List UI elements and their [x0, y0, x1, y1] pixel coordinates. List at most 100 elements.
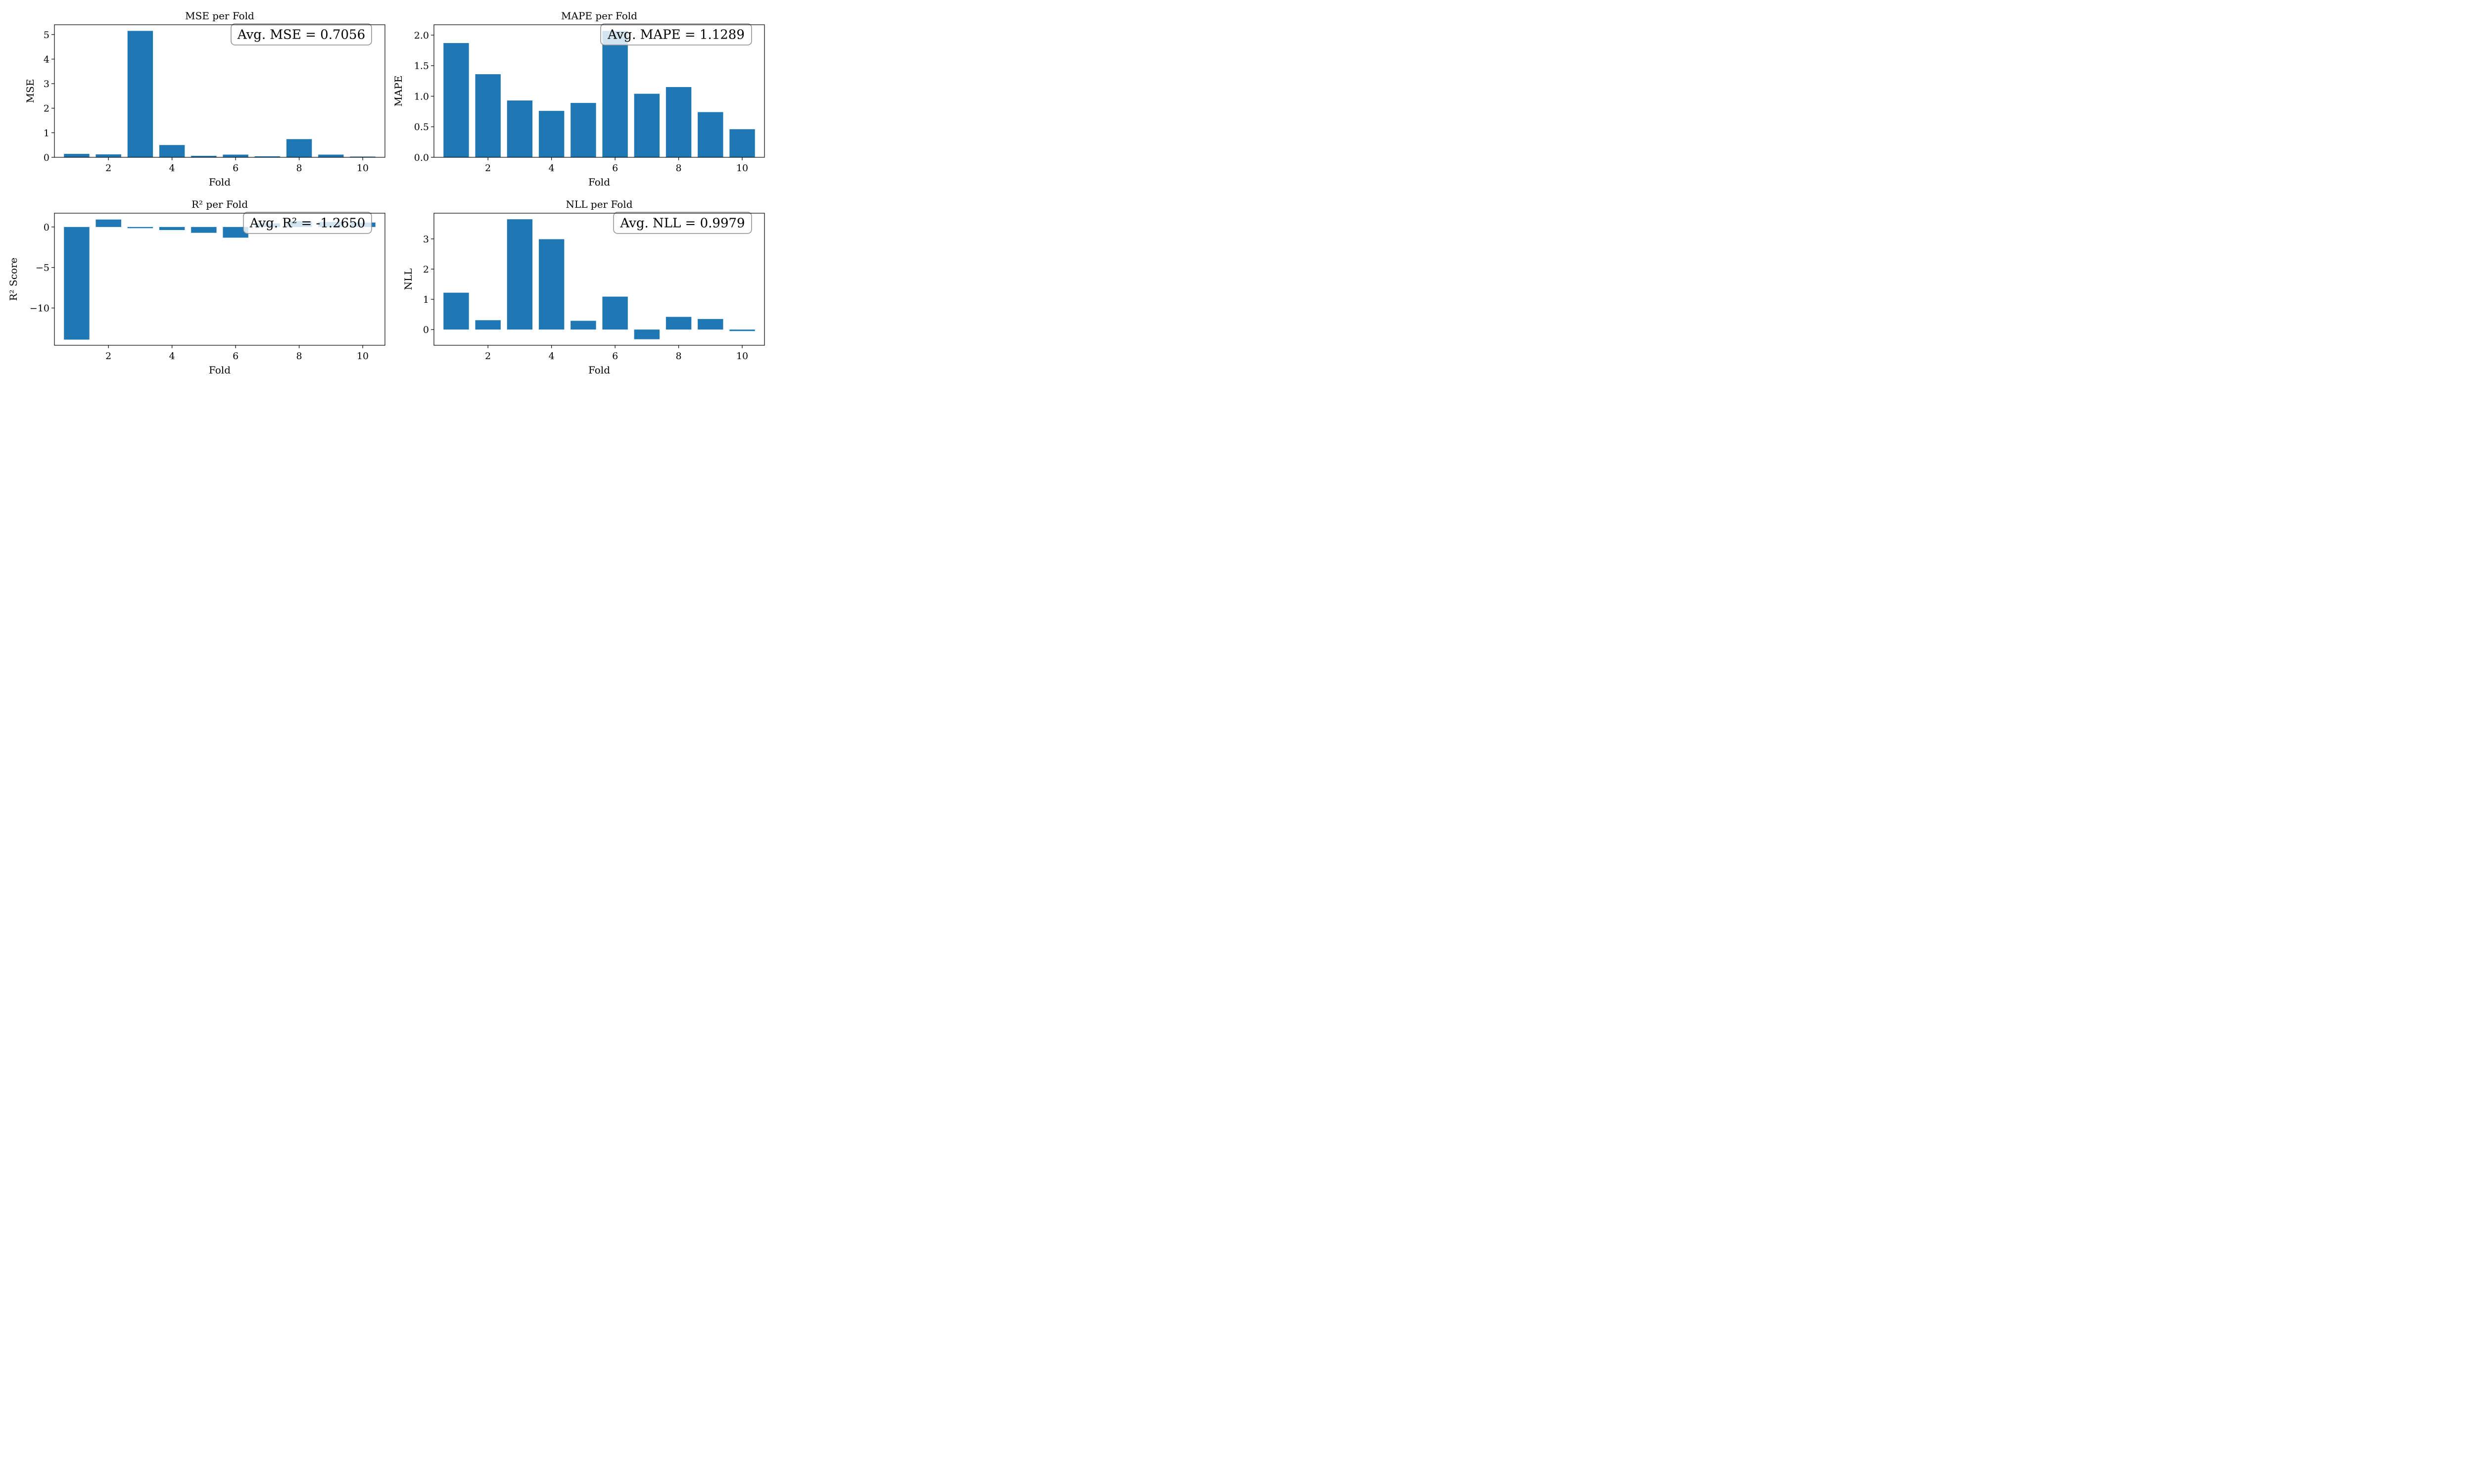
x-tick-label: 8 — [676, 163, 682, 174]
x-tick-label: 10 — [736, 163, 748, 174]
y-tick-label: 2 — [423, 264, 429, 275]
bar-fold-5 — [191, 156, 217, 157]
x-tick-label: 4 — [169, 163, 175, 174]
x-tick-label: 10 — [357, 163, 369, 174]
bar-fold-4 — [159, 227, 185, 231]
figure: Avg. MSE = 0.7056 2 4 6 8 10 0 1 2 3 4 5 MSE per Fol… — [0, 0, 776, 388]
y-tick-label: 0 — [44, 152, 49, 163]
bar-fold-7 — [254, 156, 281, 157]
axes-frame — [433, 213, 765, 346]
y-axis-label: MAPE — [392, 76, 404, 107]
subplot-1: Avg. MSE = 0.7056 2 4 6 8 10 0 1 2 3 4 5 MSE per Fol… — [24, 10, 385, 188]
y-tick-label: 5 — [44, 30, 49, 41]
bar-fold-3 — [507, 100, 533, 157]
y-tick-label: 0.0 — [414, 152, 429, 163]
bar-fold-1 — [64, 154, 90, 157]
x-tick-label: 2 — [105, 351, 111, 362]
avg-annotation-box — [600, 23, 752, 46]
bar-fold-2 — [475, 74, 501, 157]
bar-fold-10 — [729, 129, 755, 157]
bar-fold-2 — [95, 219, 121, 227]
bar-fold-6 — [223, 227, 248, 238]
x-tick-label: 10 — [357, 351, 369, 362]
bar-fold-9 — [698, 112, 723, 157]
x-tick-label: 2 — [485, 351, 491, 362]
bar-fold-4 — [538, 239, 565, 330]
bar-fold-8 — [286, 139, 312, 157]
y-tick-label: −5 — [36, 263, 49, 274]
bar-fold-5 — [571, 321, 596, 330]
bar-fold-7 — [634, 93, 660, 157]
x-tick-label: 10 — [736, 351, 748, 362]
x-axis-label: Fold — [209, 176, 231, 188]
y-tick-label: 3 — [423, 234, 429, 245]
x-tick-label: 4 — [169, 351, 175, 362]
avg-annotation: Avg. MAPE = 1.1289 — [607, 28, 745, 43]
x-tick-label: 4 — [549, 163, 555, 174]
x-tick-label: 6 — [612, 351, 618, 362]
bar-fold-9 — [698, 319, 723, 330]
x-tick-label: 4 — [549, 351, 555, 362]
y-tick-label: 0 — [423, 325, 429, 335]
avg-annotation: Avg. R² = -1.2650 — [249, 216, 366, 231]
x-tick-label: 6 — [233, 351, 238, 362]
avg-annotation: Avg. NLL = 0.9979 — [619, 216, 745, 231]
x-axis-label: Fold — [588, 364, 610, 376]
bar-fold-6 — [602, 296, 628, 330]
x-tick-label: 8 — [296, 163, 302, 174]
bar-fold-2 — [95, 154, 121, 157]
y-tick-label: 4 — [44, 54, 49, 65]
avg-annotation-box — [613, 212, 752, 234]
chart-title: NLL per Fold — [566, 198, 633, 210]
x-tick-label: 6 — [233, 163, 238, 174]
y-axis-label: NLL — [402, 268, 414, 290]
bar-fold-5 — [191, 227, 217, 233]
axes-frame — [54, 24, 385, 158]
bar-fold-5 — [571, 103, 596, 157]
bar-fold-4 — [538, 111, 565, 157]
x-tick-label: 8 — [676, 351, 682, 362]
bar-fold-2 — [475, 320, 501, 330]
y-tick-label: 0.5 — [414, 122, 429, 133]
chart-title: MAPE per Fold — [561, 10, 637, 22]
y-axis-label: R² Score — [7, 258, 19, 301]
bar-fold-1 — [443, 292, 469, 330]
bar-fold-7 — [634, 329, 660, 339]
x-tick-label: 2 — [485, 163, 491, 174]
y-axis-label: MSE — [24, 79, 36, 103]
bar-fold-10 — [729, 329, 755, 331]
y-tick-label: 1 — [44, 128, 49, 139]
bar-fold-8 — [666, 317, 692, 330]
bar-fold-8 — [666, 87, 692, 157]
bar-fold-6 — [223, 154, 248, 157]
x-tick-label: 6 — [612, 163, 618, 174]
y-tick-label: 0 — [44, 222, 49, 233]
x-axis-label: Fold — [209, 364, 231, 376]
bar-fold-1 — [443, 43, 469, 157]
y-tick-label: 1.0 — [414, 91, 429, 102]
y-tick-label: 3 — [44, 79, 49, 90]
axes-frame — [433, 24, 765, 158]
y-tick-label: 2 — [44, 103, 49, 114]
y-tick-label: 1 — [423, 294, 429, 305]
avg-annotation-box — [231, 23, 372, 46]
subplot-2: Avg. MAPE = 1.1289 2 4 6 8 10 0.0 0.5 1.0 1.5 2.0 M… — [392, 10, 765, 188]
chart-title: MSE per Fold — [185, 10, 254, 22]
bar-fold-4 — [159, 145, 185, 157]
x-tick-label: 2 — [105, 163, 111, 174]
avg-annotation-box — [243, 212, 372, 234]
bar-fold-1 — [64, 227, 90, 340]
bar-fold-6 — [602, 31, 628, 157]
y-tick-label: 2.0 — [414, 30, 429, 41]
bar-fold-3 — [507, 219, 533, 330]
avg-annotation: Avg. MSE = 0.7056 — [237, 28, 365, 43]
subplot-3: Avg. R² = -1.2650 2 4 6 8 10 0 −5 −10 R² per Fold… — [7, 198, 385, 376]
axes-frame — [54, 213, 385, 346]
bar-fold-3 — [127, 31, 153, 157]
bar-fold-3 — [127, 227, 153, 229]
x-axis-label: Fold — [588, 176, 610, 188]
bar-fold-9 — [318, 154, 344, 157]
x-tick-label: 8 — [296, 351, 302, 362]
y-tick-label: 1.5 — [414, 61, 429, 72]
